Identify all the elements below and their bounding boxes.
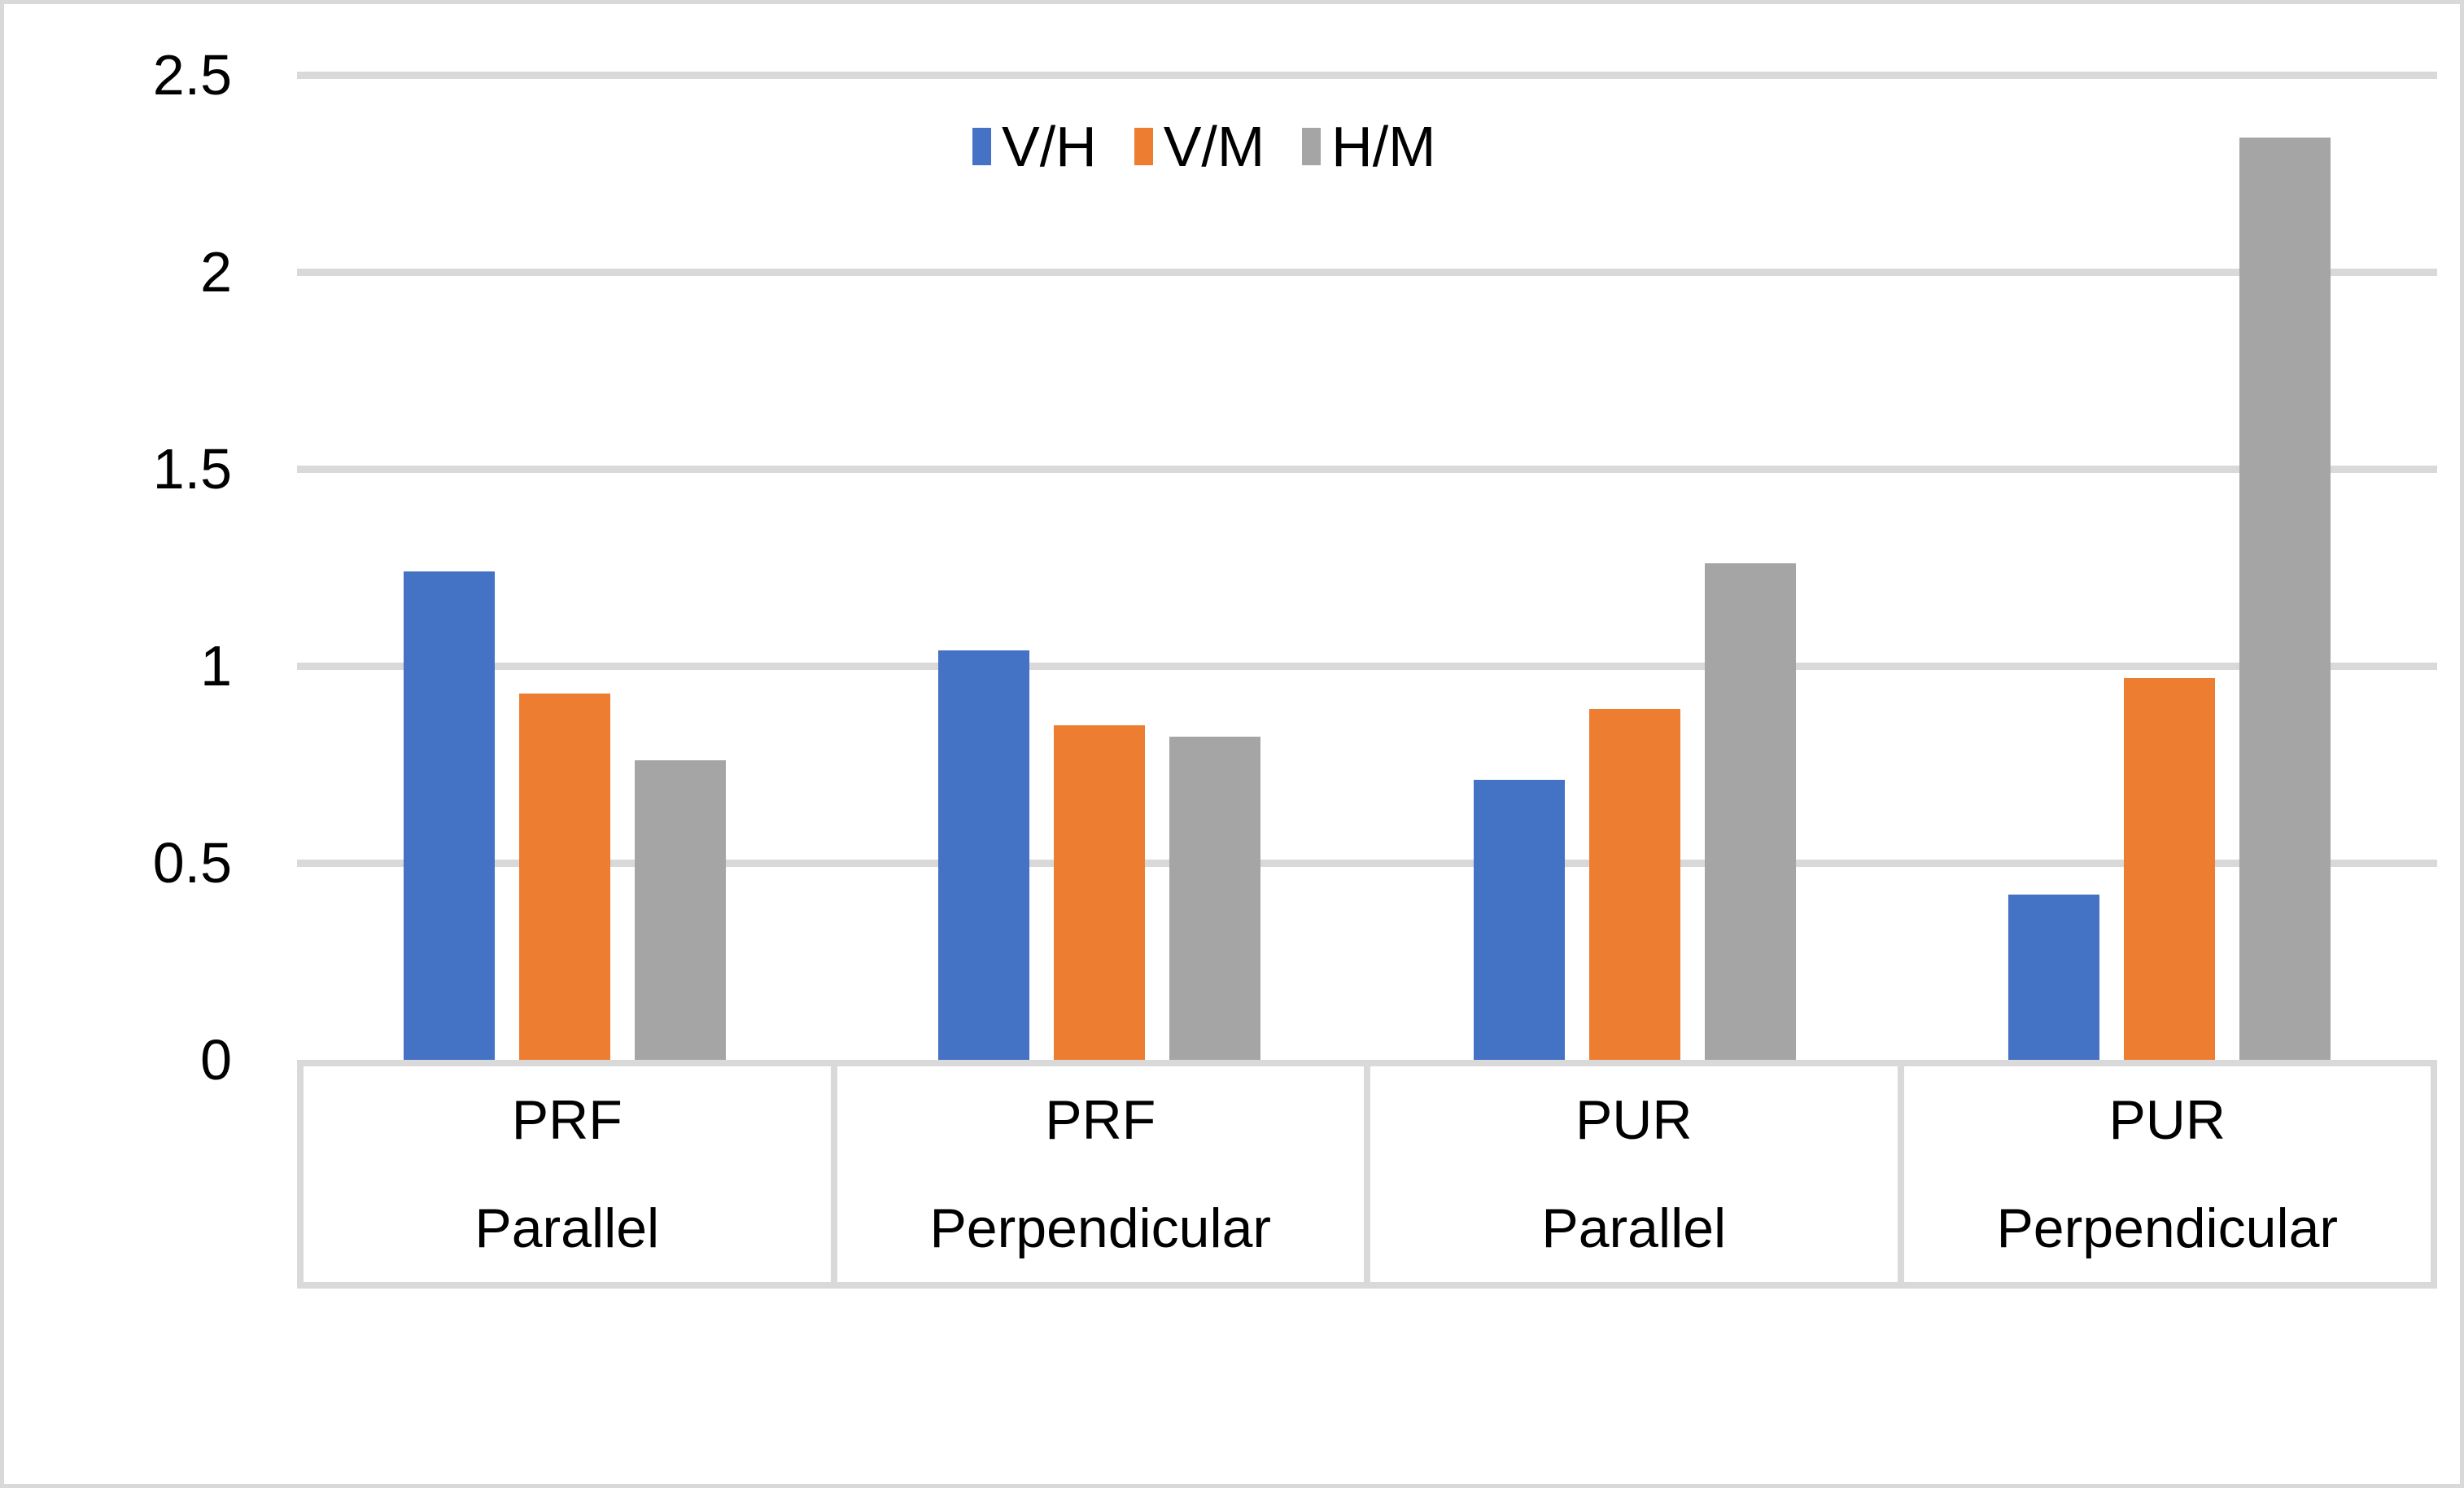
bars-row xyxy=(297,75,2437,1060)
bar-v-h xyxy=(938,650,1030,1060)
bar-v-m xyxy=(1054,724,1146,1060)
y-axis-tick-label: 0.5 xyxy=(152,831,232,895)
gridline-y-0.5 xyxy=(297,860,2437,867)
bar-group-prf-parallel xyxy=(297,75,832,1060)
y-axis-tick-label: 1.5 xyxy=(152,437,232,501)
legend-swatch-icon xyxy=(972,128,991,165)
y-axis-tick-label: 1 xyxy=(200,634,232,698)
legend-swatch-icon xyxy=(1134,128,1153,165)
gridline-y-1 xyxy=(297,663,2437,670)
bar-v-h xyxy=(403,571,495,1060)
category-cell: PRF Perpendicular xyxy=(830,1066,1365,1282)
bar-v-m xyxy=(1588,709,1680,1060)
category-cell: PUR Perpendicular xyxy=(1897,1066,2431,1282)
category-orientation-label: Perpendicular xyxy=(929,1197,1272,1259)
gridline-y-2.5 xyxy=(297,72,2437,79)
bar-h-m xyxy=(1169,737,1261,1060)
bar-v-h xyxy=(1473,780,1565,1060)
legend-swatch-icon xyxy=(1302,128,1322,165)
category-orientation-label: Parallel xyxy=(1541,1197,1727,1259)
y-axis-tick-label: 2.5 xyxy=(152,43,232,107)
gridline-y-2 xyxy=(297,269,2437,276)
category-material-label: PRF xyxy=(511,1089,623,1152)
category-axis-table: PRF Parallel PRF Perpendicular PUR Parallel PU… xyxy=(297,1060,2437,1289)
y-axis-tick-label: 0 xyxy=(200,1028,232,1092)
category-material-label: PUR xyxy=(2108,1089,2226,1152)
bar-group-pur-parallel xyxy=(1367,75,1903,1060)
category-material-label: PUR xyxy=(1575,1089,1693,1152)
category-orientation-label: Parallel xyxy=(474,1197,660,1259)
legend: V/H V/M H/M xyxy=(972,118,1435,175)
category-cell: PUR Parallel xyxy=(1364,1066,1898,1282)
gridline-y-1.5 xyxy=(297,466,2437,473)
bar-h-m xyxy=(634,760,726,1060)
category-orientation-label: Perpendicular xyxy=(1996,1197,2339,1259)
legend-item-h-m: H/M xyxy=(1302,118,1435,175)
legend-item-v-h: V/H xyxy=(972,118,1097,175)
legend-label: V/H xyxy=(1002,115,1097,178)
category-material-label: PRF xyxy=(1045,1089,1156,1152)
bar-h-m xyxy=(1704,563,1796,1060)
y-axis-tick-label: 2 xyxy=(200,240,232,304)
bar-group-pur-perpendicular xyxy=(1903,75,2438,1060)
bar-group-prf-perpendicular xyxy=(832,75,1368,1060)
bar-v-m xyxy=(518,693,610,1060)
legend-label: H/M xyxy=(1331,115,1436,178)
category-cell: PRF Parallel xyxy=(304,1066,831,1282)
bar-v-m xyxy=(2124,677,2216,1060)
legend-item-v-m: V/M xyxy=(1134,118,1265,175)
plot-area xyxy=(297,72,2437,1060)
bar-v-h xyxy=(2008,894,2100,1060)
bar-h-m xyxy=(2239,138,2331,1060)
legend-label: V/M xyxy=(1163,115,1265,178)
